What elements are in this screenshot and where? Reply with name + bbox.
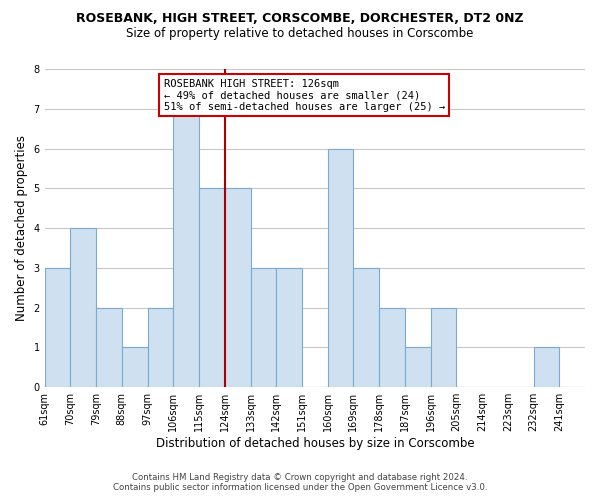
Bar [328,148,353,387]
Text: Contains HM Land Registry data © Crown copyright and database right 2024.
Contai: Contains HM Land Registry data © Crown c… [113,473,487,492]
Bar [96,308,122,387]
Text: ROSEBANK HIGH STREET: 126sqm
← 49% of detached houses are smaller (24)
51% of se: ROSEBANK HIGH STREET: 126sqm ← 49% of de… [164,78,445,112]
Bar [225,188,251,387]
Bar [431,308,457,387]
Bar [353,268,379,387]
Bar [70,228,96,387]
Bar [122,348,148,387]
Text: Size of property relative to detached houses in Corscombe: Size of property relative to detached ho… [127,28,473,40]
Bar [148,308,173,387]
Bar [173,109,199,387]
Bar [405,348,431,387]
Bar [533,348,559,387]
Bar [199,188,225,387]
Bar [276,268,302,387]
Y-axis label: Number of detached properties: Number of detached properties [15,135,28,321]
Bar [44,268,70,387]
X-axis label: Distribution of detached houses by size in Corscombe: Distribution of detached houses by size … [155,437,474,450]
Text: ROSEBANK, HIGH STREET, CORSCOMBE, DORCHESTER, DT2 0NZ: ROSEBANK, HIGH STREET, CORSCOMBE, DORCHE… [76,12,524,26]
Bar [379,308,405,387]
Bar [251,268,276,387]
